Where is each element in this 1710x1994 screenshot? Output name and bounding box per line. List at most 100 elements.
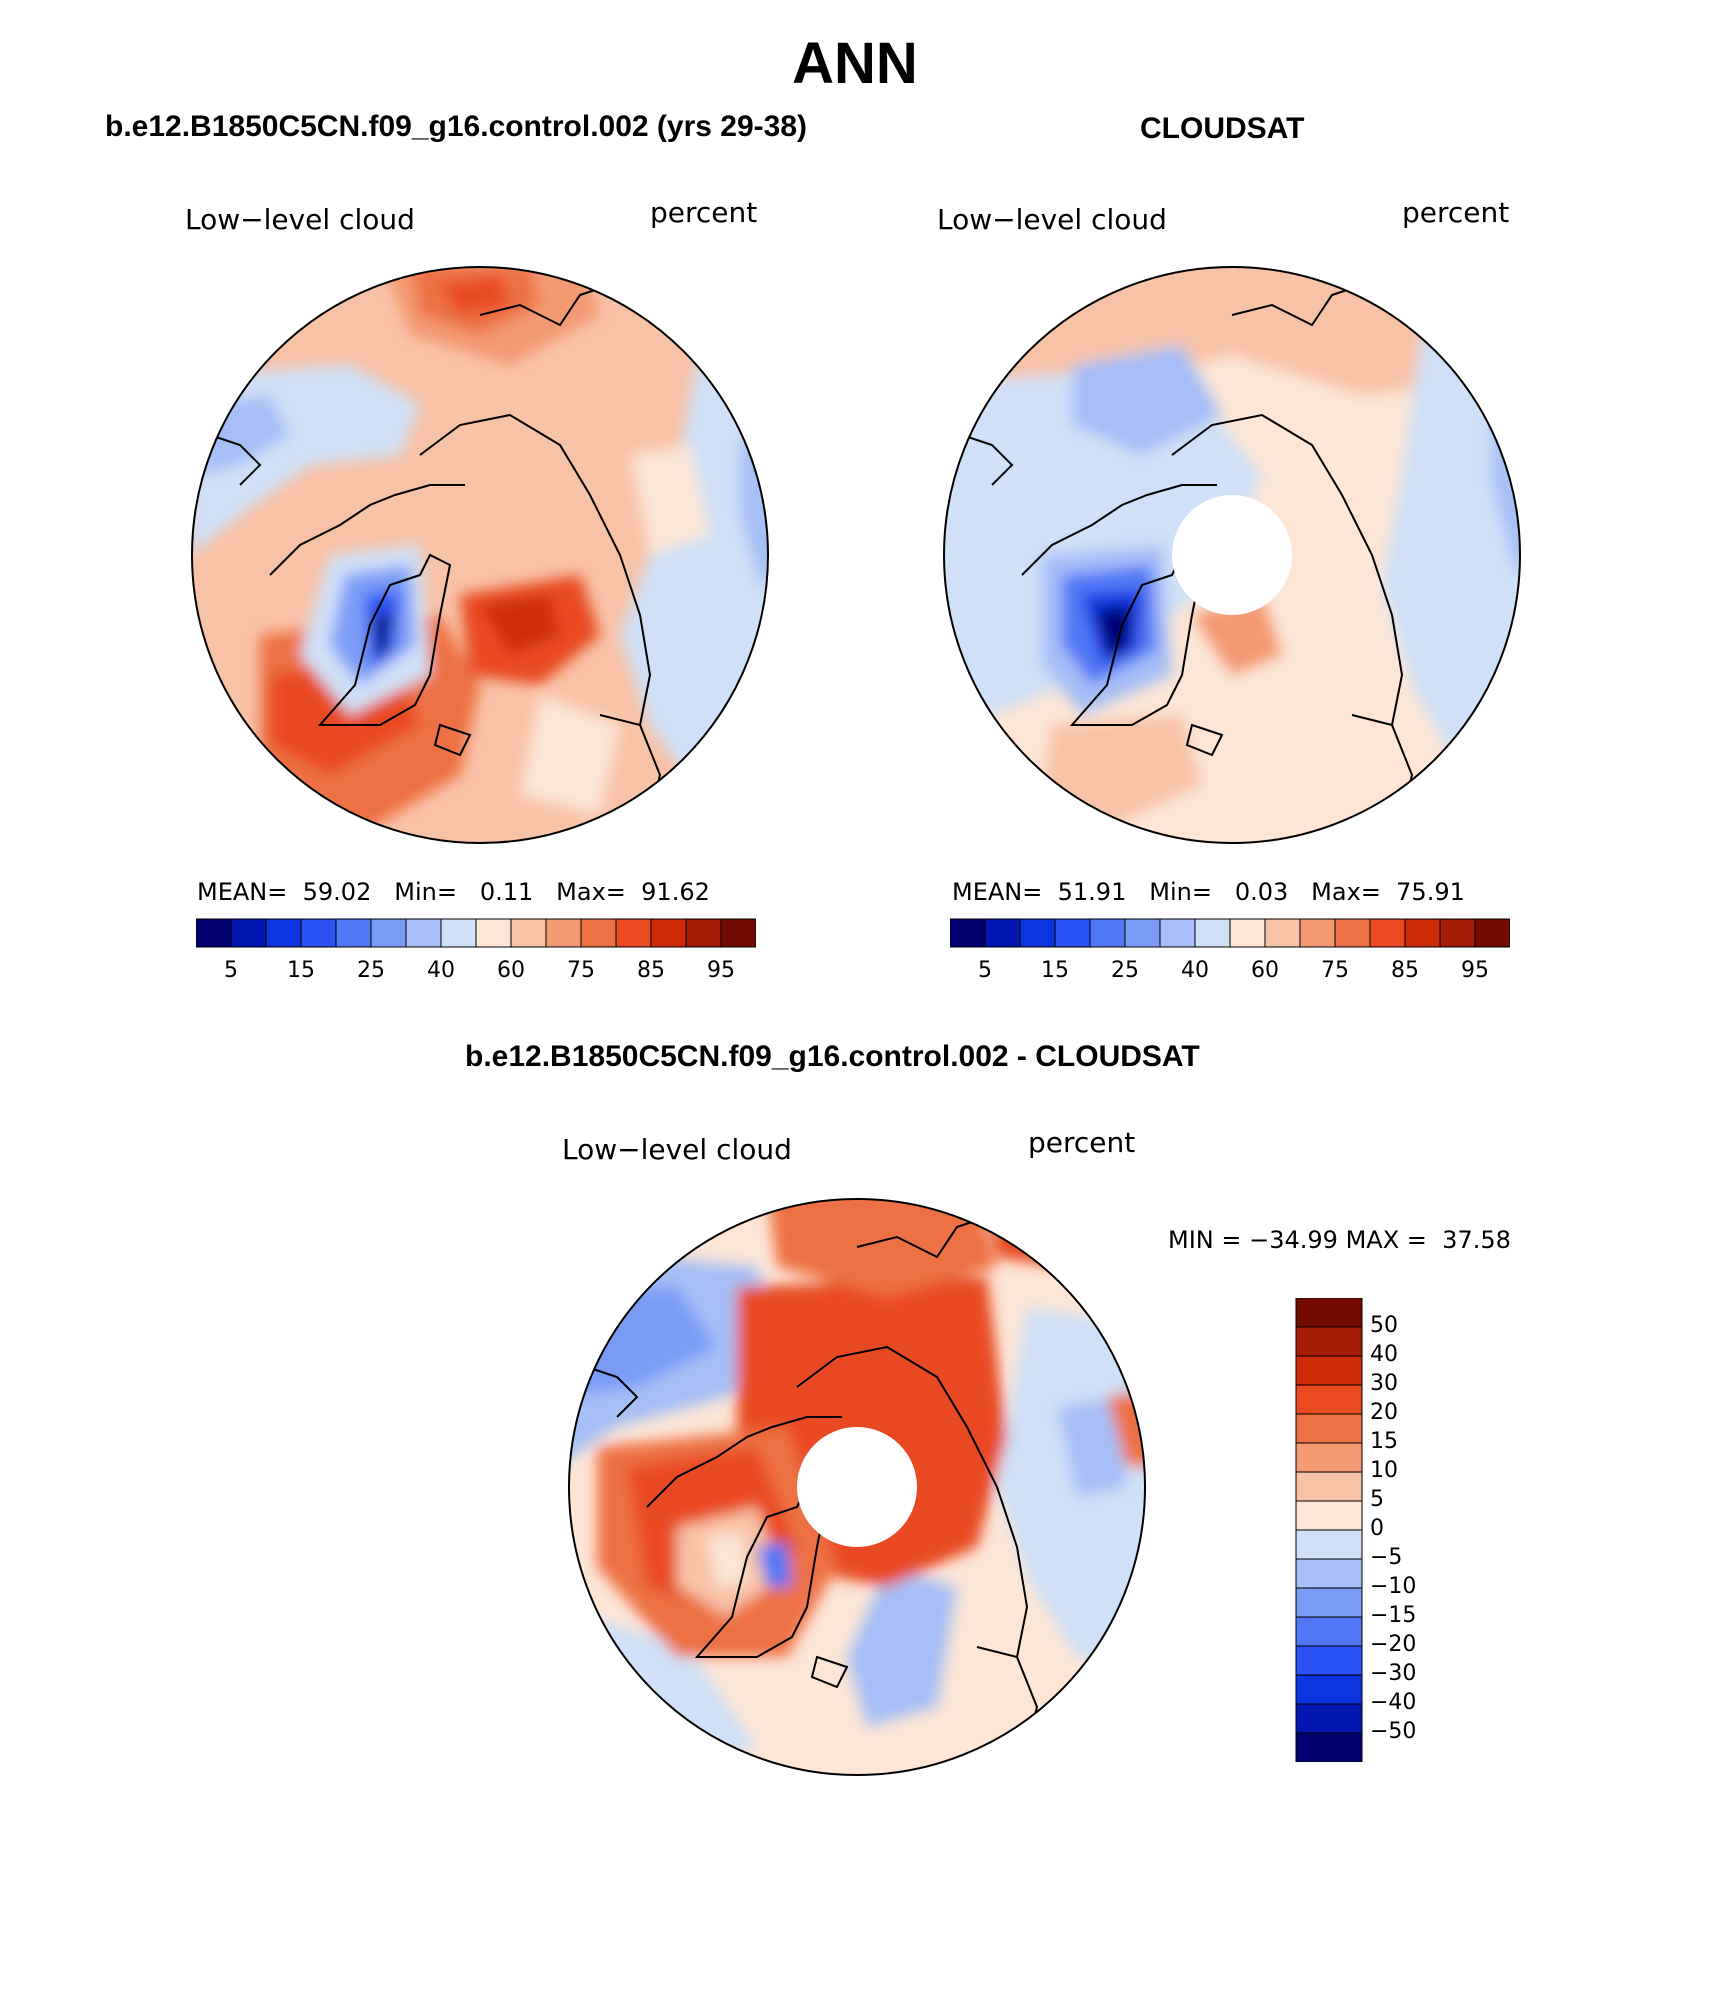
colorbar-swatch <box>1404 918 1441 948</box>
colorbar-tick-label: −15 <box>1370 1603 1417 1628</box>
colorbar-swatch <box>1299 918 1336 948</box>
colorbar-tick-label: 5 <box>224 958 238 983</box>
colorbar-tick-label: 60 <box>1251 958 1279 983</box>
panel-diff-map-boundary <box>568 1198 1146 1776</box>
colorbar-tick-label: −5 <box>1370 1545 1403 1570</box>
colorbar-swatch <box>1054 918 1091 948</box>
colorbar-tick-label: 20 <box>1370 1400 1398 1425</box>
colorbar-tick-label: 95 <box>707 958 735 983</box>
colorbar-swatch <box>545 918 582 948</box>
panel-diff-colorbar <box>1295 1298 1363 1762</box>
colorbar-swatch <box>300 918 337 948</box>
colorbar-tick-label: 50 <box>1370 1313 1398 1338</box>
panel-model-units-label: percent <box>650 196 758 229</box>
colorbar-swatch <box>196 918 232 948</box>
colorbar-tick-label: −50 <box>1370 1719 1417 1744</box>
colorbar-tick-label: 0 <box>1370 1516 1384 1541</box>
colorbar-swatch <box>405 918 442 948</box>
colorbar-tick-label: −40 <box>1370 1690 1417 1715</box>
colorbar-swatch <box>1295 1326 1363 1357</box>
panel-model-variable-label: Low−level cloud <box>185 203 415 236</box>
colorbar-tick-label: 30 <box>1370 1371 1398 1396</box>
colorbar-tick-label: −30 <box>1370 1661 1417 1686</box>
panel-diff-polar-map <box>568 1198 1146 1776</box>
colorbar-swatch <box>1159 918 1196 948</box>
panel-obs-min: 0.03 <box>1234 878 1289 906</box>
colorbar-swatch <box>230 918 267 948</box>
panel-diff-title: b.e12.B1850C5CN.f09_g16.control.002 - CL… <box>465 1040 1200 1073</box>
panel-diff-max: 37.58 <box>1442 1226 1511 1254</box>
colorbar-swatch <box>1295 1645 1363 1676</box>
colorbar-swatch <box>370 918 407 948</box>
panel-obs-mean: 51.91 <box>1057 878 1127 906</box>
panel-model-mean: 59.02 <box>302 878 372 906</box>
colorbar-swatch <box>1295 1298 1363 1328</box>
colorbar-swatch <box>1295 1616 1363 1647</box>
colorbar-tick-label: 75 <box>567 958 595 983</box>
colorbar-swatch <box>1295 1471 1363 1502</box>
colorbar-swatch <box>685 918 722 948</box>
colorbar-swatch <box>984 918 1021 948</box>
colorbar-swatch <box>1194 918 1231 948</box>
colorbar-swatch <box>950 918 986 948</box>
panel-obs-title: CLOUDSAT <box>1140 112 1305 145</box>
panel-model-colorbar <box>196 918 756 948</box>
colorbar-tick-label: 40 <box>427 958 455 983</box>
colorbar-swatch <box>1295 1674 1363 1705</box>
colorbar-swatch <box>1295 1442 1363 1473</box>
panel-obs-colorbar-ticks: 5 15 25 40 60 75 85 95 <box>950 958 1510 988</box>
colorbar-tick-label: 25 <box>1111 958 1139 983</box>
colorbar-swatch <box>1295 1500 1363 1531</box>
colorbar-tick-label: 85 <box>637 958 665 983</box>
colorbar-swatch <box>1295 1384 1363 1415</box>
colorbar-swatch <box>440 918 477 948</box>
colorbar-swatch <box>615 918 652 948</box>
colorbar-tick-label: −10 <box>1370 1574 1417 1599</box>
colorbar-swatch <box>510 918 547 948</box>
colorbar-tick-label: 40 <box>1181 958 1209 983</box>
colorbar-swatch <box>265 918 302 948</box>
panel-diff-min: −34.99 <box>1249 1226 1338 1254</box>
colorbar-swatch <box>475 918 512 948</box>
colorbar-swatch <box>1474 918 1510 948</box>
colorbar-swatch <box>1295 1703 1363 1734</box>
panel-model-map-boundary <box>191 266 769 844</box>
colorbar-swatch <box>1369 918 1406 948</box>
colorbar-tick-label: 25 <box>357 958 385 983</box>
colorbar-swatch <box>1295 1558 1363 1589</box>
colorbar-tick-label: 60 <box>497 958 525 983</box>
panel-model-max: 91.62 <box>641 878 710 906</box>
figure-title: ANN <box>792 31 918 96</box>
panel-model-stats: MEAN= 59.02 Min= 0.11 Max= 91.62 <box>197 878 710 906</box>
panel-diff-min-label: MIN = <box>1168 1226 1242 1254</box>
colorbar-swatch <box>1295 1355 1363 1386</box>
colorbar-swatch <box>1295 1732 1363 1762</box>
colorbar-tick-label: 85 <box>1391 958 1419 983</box>
colorbar-swatch <box>650 918 687 948</box>
panel-model-colorbar-ticks: 5 15 25 40 60 75 85 95 <box>196 958 756 988</box>
panel-model-mean-label: MEAN= <box>197 878 288 906</box>
panel-diff-colorbar-ticks: 50 40 30 20 15 10 5 0 −5 −10 −15 −20 −30 −40 −50 <box>1370 1298 1450 1762</box>
panel-obs-polar-map <box>943 266 1521 844</box>
panel-model-title: b.e12.B1850C5CN.f09_g16.control.002 (yrs… <box>105 110 808 143</box>
panel-obs-units-label: percent <box>1402 196 1510 229</box>
colorbar-swatch <box>1229 918 1266 948</box>
colorbar-swatch <box>720 918 756 948</box>
colorbar-swatch <box>1264 918 1301 948</box>
colorbar-tick-label: 10 <box>1370 1458 1398 1483</box>
panel-diff-units-label: percent <box>1028 1126 1136 1159</box>
panel-model-field <box>192 267 768 843</box>
panel-obs-stats: MEAN= 51.91 Min= 0.03 Max= 75.91 <box>952 878 1465 906</box>
panel-model-min: 0.11 <box>479 878 534 906</box>
colorbar-swatch <box>1089 918 1126 948</box>
panel-model-coastlines <box>209 283 662 843</box>
panel-model-max-label: Max= <box>556 878 626 906</box>
panel-obs-variable-label: Low−level cloud <box>937 203 1167 236</box>
panel-obs-max-label: Max= <box>1311 878 1381 906</box>
panel-diff-coastlines <box>586 1215 1039 1775</box>
colorbar-swatch <box>580 918 617 948</box>
panel-obs-max: 75.91 <box>1396 878 1465 906</box>
colorbar-swatch <box>1295 1413 1363 1444</box>
colorbar-swatch <box>1439 918 1476 948</box>
panel-obs-colorbar <box>950 918 1510 948</box>
